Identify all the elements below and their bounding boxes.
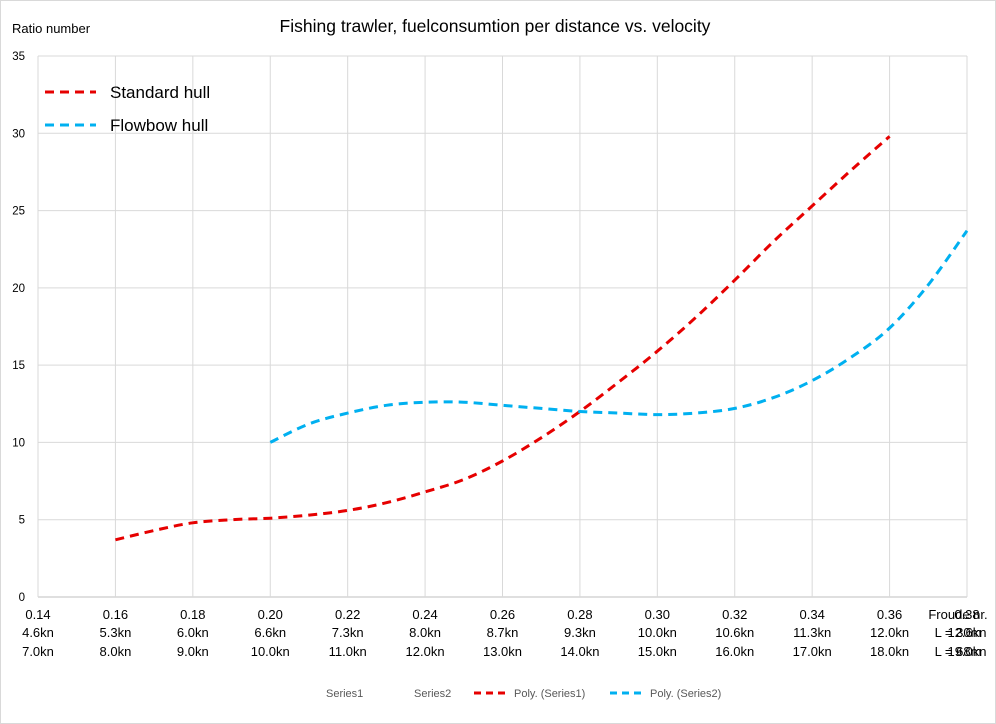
chart-title: Fishing trawler, fuelconsumtion per dist… — [280, 16, 711, 36]
x-tick-label-knots-68m: 14.0kn — [560, 644, 599, 659]
x-tick-label-knots-30m: 7.3kn — [332, 625, 364, 640]
bottom-legend-label-2: Series2 — [414, 688, 451, 700]
legend-label-2: Flowbow hull — [110, 116, 208, 135]
y-tick-label: 15 — [12, 360, 25, 372]
x-tick-label: 0.24 — [412, 607, 437, 622]
x-tick-label-knots-30m: 12.0kn — [870, 625, 909, 640]
x-tick-label-knots-68m: 10.0kn — [251, 644, 290, 659]
x-tick-label: 0.16 — [103, 607, 128, 622]
flowbow-hull-line — [269, 229, 969, 444]
x-tick-label-knots-68m: 17.0kn — [793, 644, 832, 659]
x-row-label: Froude nr. — [928, 607, 987, 622]
x-tick-label-knots-30m: 6.0kn — [177, 625, 209, 640]
x-tick-label-knots-30m: 8.7kn — [487, 625, 519, 640]
x-tick-label-knots-68m: 12.0kn — [406, 644, 445, 659]
x-tick-label-knots-30m: 12.6kn — [947, 625, 986, 640]
x-tick-label-knots-68m: 8.0kn — [100, 644, 132, 659]
x-row-label: L = 68m — [935, 644, 982, 659]
x-tick-label-knots-30m: 6.6kn — [254, 625, 286, 640]
legend-label-1: Standard hull — [110, 83, 210, 102]
x-tick-label-knots-30m: 11.3kn — [793, 625, 831, 640]
x-tick-label: 0.38 — [954, 607, 979, 622]
x-tick-label-knots-68m: 19.0kn — [947, 644, 986, 659]
bottom-legend-label-1: Series1 — [326, 688, 363, 700]
x-tick-label: 0.36 — [877, 607, 902, 622]
x-tick-label-knots-68m: 9.0kn — [177, 644, 209, 659]
x-tick-label-knots-30m: 10.6kn — [715, 625, 754, 640]
x-tick-label-knots-30m: 4.6kn — [22, 625, 54, 640]
x-row-label: L = 30m — [935, 625, 982, 640]
x-tick-label: 0.20 — [258, 607, 283, 622]
y-tick-label: 20 — [12, 283, 25, 295]
x-tick-label: 0.14 — [25, 607, 50, 622]
y-tick-label: 0 — [19, 592, 25, 604]
x-tick-label-knots-30m: 8.0kn — [409, 625, 441, 640]
x-tick-label: 0.22 — [335, 607, 360, 622]
x-tick-label-knots-68m: 15.0kn — [638, 644, 677, 659]
x-tick-label-knots-30m: 9.3kn — [564, 625, 596, 640]
y-tick-label: 30 — [12, 128, 25, 140]
x-tick-label-knots-68m: 16.0kn — [715, 644, 754, 659]
bottom-legend-label-4: Poly. (Series2) — [650, 688, 721, 700]
y-tick-label: 25 — [12, 206, 25, 218]
x-tick-label: 0.32 — [722, 607, 747, 622]
x-tick-label-knots-30m: 10.0kn — [638, 625, 677, 640]
x-tick-label-knots-68m: 18.0kn — [870, 644, 909, 659]
x-tick-label: 0.18 — [180, 607, 205, 622]
x-tick-label-knots-30m: 5.3kn — [100, 625, 132, 640]
y-tick-label: 10 — [12, 437, 25, 449]
x-tick-label: 0.28 — [567, 607, 592, 622]
y-tick-label: 35 — [12, 51, 25, 63]
x-tick-label: 0.34 — [800, 607, 825, 622]
bottom-legend-label-3: Poly. (Series1) — [514, 688, 585, 700]
y-axis-label: Ratio number — [12, 21, 91, 36]
x-tick-label: 0.26 — [490, 607, 515, 622]
x-tick-label-knots-68m: 11.0kn — [329, 644, 367, 659]
standard-hull-line — [115, 135, 891, 542]
x-tick-label-knots-68m: 13.0kn — [483, 644, 522, 659]
y-tick-label: 5 — [19, 515, 25, 527]
x-tick-label: 0.30 — [645, 607, 670, 622]
x-tick-label-knots-68m: 7.0kn — [22, 644, 54, 659]
